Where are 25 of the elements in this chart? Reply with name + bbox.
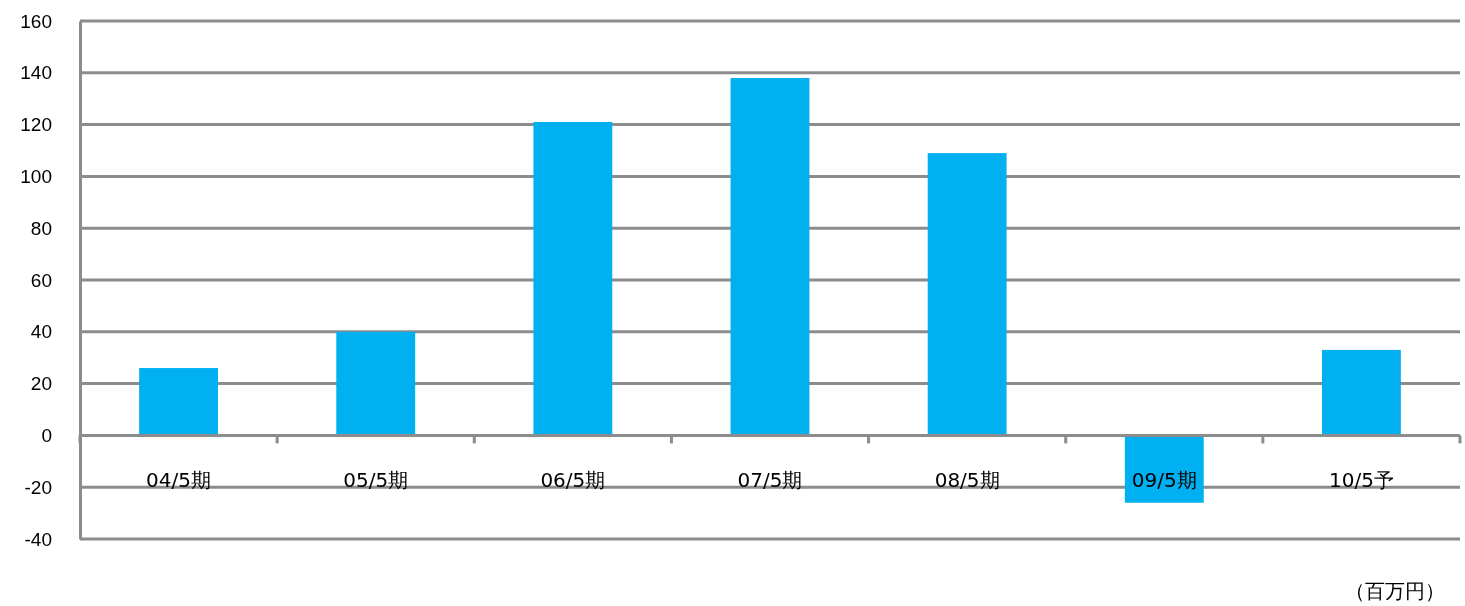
y-tick-label: 20	[30, 373, 52, 395]
x-tick-label: 08/5期	[934, 468, 1000, 493]
x-tick-label: 05/5期	[343, 468, 409, 493]
y-tick-label: 140	[20, 62, 52, 84]
bar	[1322, 349, 1401, 436]
bar	[927, 153, 1007, 436]
bar	[336, 331, 416, 436]
bar	[533, 122, 613, 436]
y-tick-label: 0	[41, 424, 52, 446]
y-tick-label: -40	[24, 528, 52, 550]
bar	[730, 77, 810, 436]
text: （百万円）	[1345, 579, 1445, 603]
x-tick-label: 04/5期	[146, 468, 212, 493]
x-tick-label: 06/5期	[540, 468, 606, 493]
y-tick-label: 120	[20, 114, 52, 136]
y-tick-label: 160	[20, 10, 52, 32]
y-tick-label: 100	[20, 165, 52, 187]
y-tick-label: 40	[30, 321, 52, 343]
x-tick-label: 09/5期	[1131, 468, 1197, 493]
y-tick-label: -20	[24, 476, 52, 498]
y-tick-label: 60	[30, 269, 52, 291]
bar	[139, 368, 218, 436]
x-tick-label: 07/5期	[737, 468, 803, 493]
y-tick-label: 80	[30, 217, 52, 239]
x-tick-label: 10/5予	[1328, 468, 1394, 493]
